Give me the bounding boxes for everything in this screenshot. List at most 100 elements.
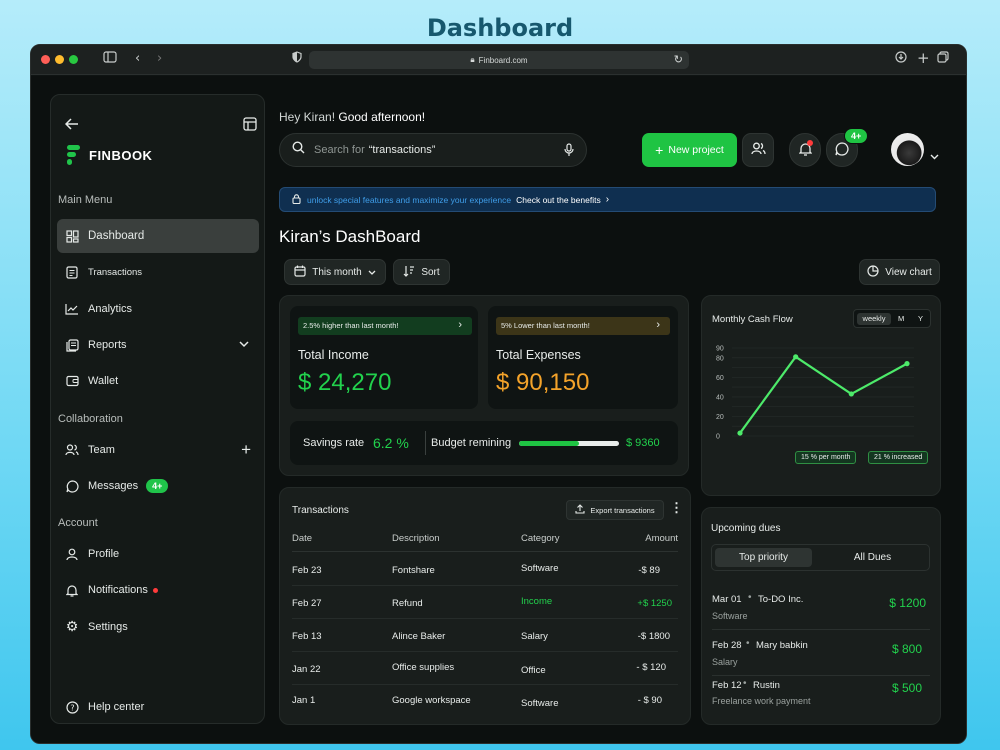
main-menu-label: Main Menu (58, 194, 113, 206)
minimize-window-dot[interactable] (55, 55, 64, 64)
export-transactions-button[interactable]: Export transactions (566, 500, 664, 520)
chevron-right-icon: › (605, 194, 610, 205)
sidebar-item-transactions[interactable]: Transactions (57, 255, 259, 289)
column-header-date[interactable]: Date (292, 533, 313, 544)
browser-window: ‹ › 🔒︎ Finboard.com ↻ + (30, 44, 967, 744)
sidebar-item-label: Messages (88, 480, 139, 492)
upgrade-banner[interactable]: unlock special features and maximize you… (279, 187, 936, 212)
cashflow-title: Monthly Cash Flow (712, 314, 793, 325)
sidebar-item-messages[interactable]: Messages 4+ (57, 469, 259, 503)
row-description: Fontshare (392, 565, 435, 576)
sidebar-item-label: Transactions (88, 266, 143, 278)
data-point[interactable] (848, 391, 854, 397)
data-point[interactable] (904, 361, 910, 367)
bell-icon (65, 583, 79, 597)
sidebar-toggle-icon[interactable] (103, 51, 117, 68)
forward-arrow-icon[interactable]: › (157, 51, 163, 66)
expenses-label: Total Expenses (496, 348, 581, 362)
new-project-button[interactable]: + New project (642, 133, 737, 167)
column-header-category[interactable]: Category (521, 533, 560, 544)
table-row[interactable]: Jan 22 Office supplies Office - $ 120 (292, 652, 678, 685)
expenses-change-badge[interactable]: 5% Lower than last month! › (496, 317, 670, 335)
cashflow-card: Monthly Cash Flow weekly M Y 0 20 40 60 80 90… (701, 295, 941, 496)
row-amount: - $ 90 (637, 695, 662, 706)
income-change-badge[interactable]: 2.5% higher than last month! › (298, 317, 472, 335)
reload-icon[interactable]: ↻ (673, 53, 683, 66)
sidebar-item-analytics[interactable]: Analytics (57, 292, 259, 326)
budget-progress-fill (519, 441, 579, 446)
row-date: Feb 13 (292, 631, 322, 642)
column-header-amount[interactable]: Amount (645, 533, 678, 544)
shield-icon[interactable] (292, 51, 302, 68)
maximize-window-dot[interactable] (69, 55, 78, 64)
data-point[interactable] (737, 430, 743, 436)
search-input[interactable]: Search for “transactions” (279, 133, 587, 167)
table-row[interactable]: Feb 23 Fontshare Software -$ 89 (292, 553, 678, 586)
sidebar-item-wallet[interactable]: Wallet (57, 364, 259, 398)
back-arrow-icon[interactable] (64, 117, 79, 135)
sidebar-item-reports[interactable]: Reports (57, 328, 259, 362)
row-amount: -$ 89 (638, 565, 660, 576)
column-header-description[interactable]: Description (392, 533, 440, 544)
y-tick-label: 20 (716, 414, 724, 421)
search-query: “transactions” (368, 144, 436, 156)
table-row[interactable]: Feb 27 Refund Income +$ 1250 (292, 586, 678, 619)
more-options-icon[interactable]: ⋮ (670, 500, 683, 515)
savings-budget-row: Savings rate 6.2 % Budget remining $ 936… (290, 421, 678, 465)
due-item[interactable]: Feb 28 • Mary babkin Salary $ 800 (712, 632, 930, 676)
transactions-title: Transactions (292, 505, 349, 516)
add-team-icon[interactable]: + (241, 440, 251, 459)
sidebar: FINBOOK Main Menu Dashboard Transactions… (50, 94, 265, 724)
notifications-button[interactable] (789, 133, 821, 167)
team-button[interactable] (742, 133, 774, 167)
row-date: Feb 27 (292, 598, 322, 609)
due-category: Salary (712, 657, 738, 667)
avatar[interactable] (891, 133, 924, 166)
sidebar-item-profile[interactable]: Profile (57, 537, 259, 571)
toggle-month[interactable]: M (898, 314, 905, 323)
sort-icon (403, 265, 415, 280)
sidebar-item-notifications[interactable]: Notifications (57, 573, 259, 607)
toggle-year[interactable]: Y (918, 314, 924, 323)
close-window-dot[interactable] (41, 55, 50, 64)
toggle-weekly[interactable]: weekly (857, 313, 891, 325)
due-item[interactable]: Mar 01 • To-DO Inc. Software $ 1200 (712, 586, 930, 630)
data-point[interactable] (793, 354, 799, 360)
period-select[interactable]: This month (284, 259, 386, 285)
back-arrow-icon[interactable]: ‹ (135, 51, 141, 66)
sidebar-item-settings[interactable]: ⚙ Settings (57, 610, 259, 644)
tab-top-priority[interactable]: Top priority (715, 548, 812, 567)
tab-all-dues[interactable]: All Dues (853, 552, 892, 563)
new-tab-icon[interactable]: + (917, 49, 930, 67)
download-icon[interactable] (895, 51, 907, 68)
banner-link[interactable]: Check out the benefits (516, 194, 601, 205)
chevron-down-icon[interactable] (930, 147, 939, 165)
y-tick-label: 80 (716, 355, 724, 362)
table-row[interactable]: Feb 13 Alince Baker Salary -$ 1800 (292, 619, 678, 652)
gear-icon: ⚙ (65, 619, 79, 635)
row-category: Software (521, 698, 559, 709)
url-text: Finboard.com (478, 55, 528, 65)
help-center-link[interactable]: ? Help center (57, 690, 259, 724)
microphone-icon[interactable] (564, 143, 574, 162)
due-item[interactable]: Feb 12 • Rustin Freelance work payment $… (712, 676, 930, 720)
due-amount: $ 800 (891, 642, 922, 656)
income-value: $ 24,270 (298, 369, 392, 396)
sort-button[interactable]: Sort (393, 259, 450, 285)
address-bar[interactable]: 🔒︎ Finboard.com ↻ (309, 51, 689, 69)
view-chart-button[interactable]: View chart (859, 259, 940, 285)
table-row[interactable]: Jan 1 Google workspace Software - $ 90 (292, 685, 678, 718)
chevron-down-icon[interactable] (239, 339, 249, 351)
collaboration-label: Collaboration (58, 413, 123, 425)
sidebar-item-team[interactable]: Team + (57, 433, 259, 467)
sidebar-item-dashboard[interactable]: Dashboard (57, 219, 259, 253)
chevron-right-icon: › (458, 319, 462, 331)
view-chart-label: View chart (885, 266, 932, 278)
upcoming-dues-card: Upcoming dues Top priority All Dues Mar … (701, 507, 941, 725)
collapse-sidebar-icon[interactable] (243, 117, 257, 136)
wallet-icon (65, 374, 79, 388)
savings-rate-label: Savings rate (303, 437, 365, 449)
tabs-overview-icon[interactable] (937, 51, 949, 68)
document-icon (65, 265, 79, 279)
notification-dot (152, 587, 158, 593)
